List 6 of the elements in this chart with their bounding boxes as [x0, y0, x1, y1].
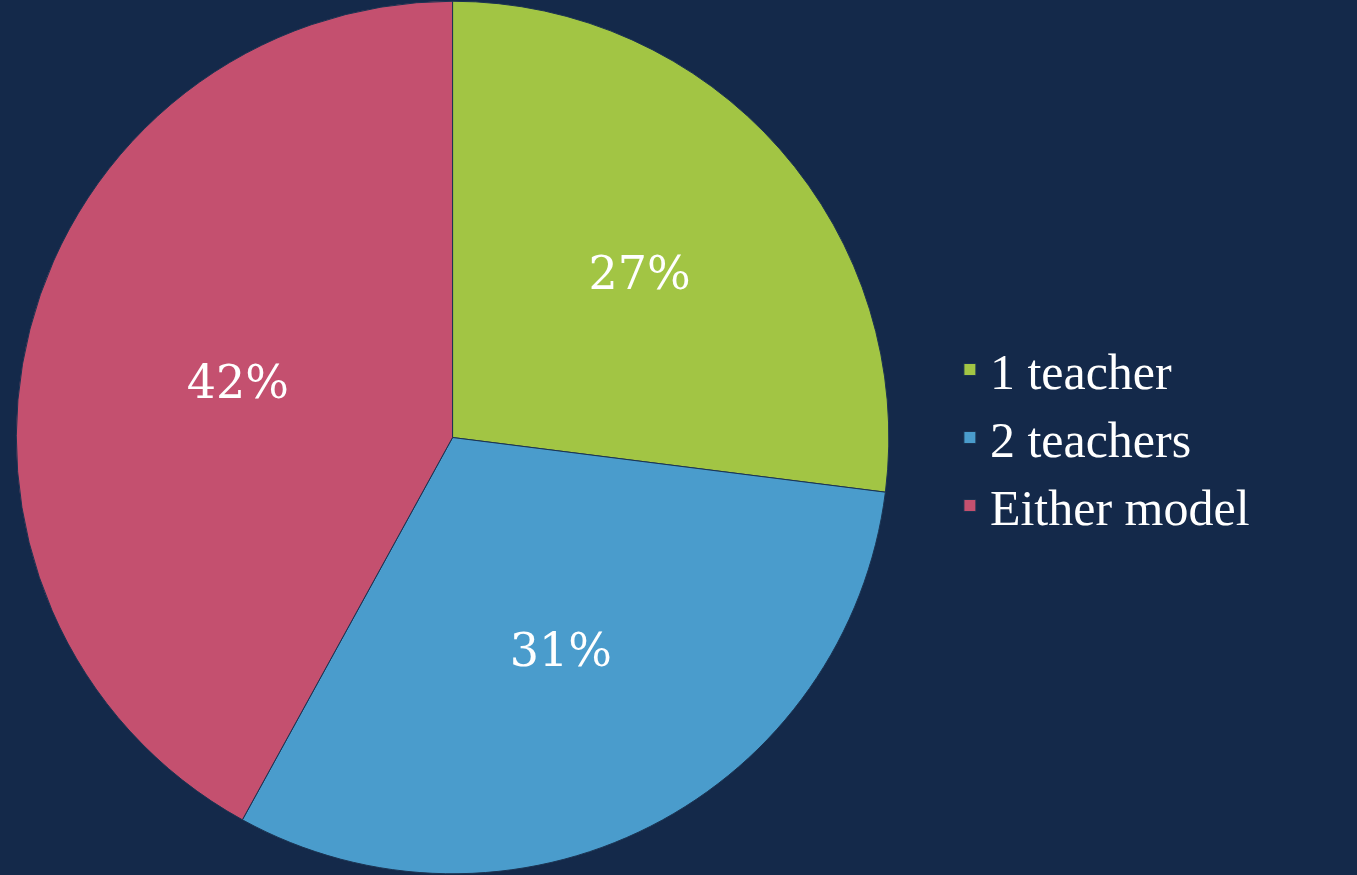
data-label: 27%	[588, 245, 691, 300]
data-label: 42%	[186, 355, 290, 410]
data-label: 31%	[509, 623, 613, 678]
legend-label: 2 teachers	[989, 412, 1192, 468]
legend-label: Either model	[989, 480, 1250, 536]
legend-label: 1 teacher	[989, 344, 1173, 400]
